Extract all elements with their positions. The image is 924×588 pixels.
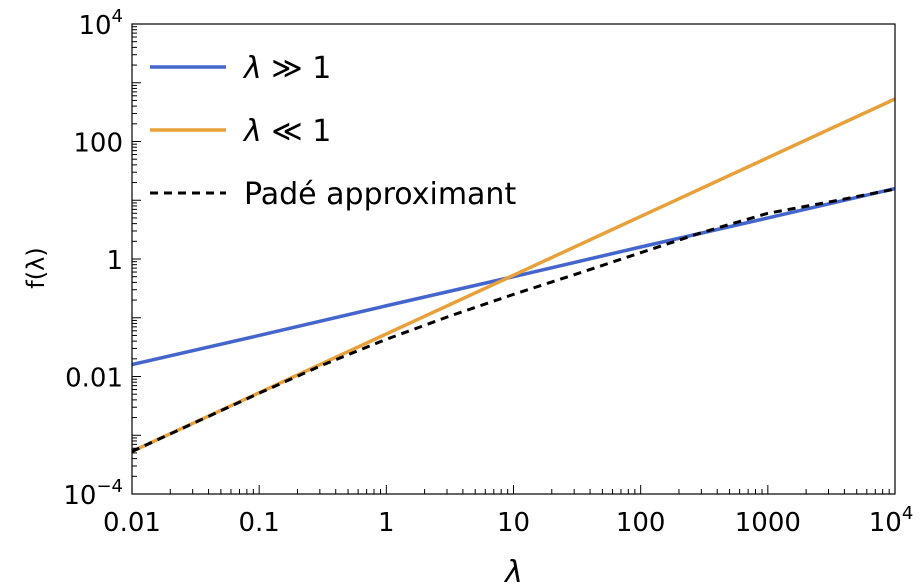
y-tick-label: 10−4 <box>63 476 123 511</box>
plot-frame <box>132 24 895 494</box>
x-tick-label: 1000 <box>735 508 801 538</box>
y-tick-label: 100 <box>73 129 123 159</box>
x-tick-label: 0.1 <box>238 508 279 538</box>
y-axis-label: f(λ) <box>22 247 50 288</box>
x-tick-label: 10 <box>497 508 530 538</box>
x-axis-label: λ <box>503 555 523 588</box>
y-tick-label: 1 <box>106 246 123 276</box>
series-layer <box>132 99 895 452</box>
legend: λ ≫ 1 λ ≪ 1 Padé approximant <box>150 51 516 212</box>
x-tick-label: 100 <box>616 508 666 538</box>
series-line-3 <box>132 189 895 451</box>
legend-label-1: λ ≫ 1 <box>242 51 331 86</box>
x-tick-label: 0.01 <box>103 508 161 538</box>
y-tick-label: 104 <box>78 6 123 41</box>
legend-label-3: Padé approximant <box>244 177 516 212</box>
x-tick-label: 104 <box>869 503 914 538</box>
legend-label-2: λ ≪ 1 <box>242 114 331 149</box>
x-tick-label: 1 <box>378 508 395 538</box>
y-tick-label: 0.01 <box>65 364 123 394</box>
